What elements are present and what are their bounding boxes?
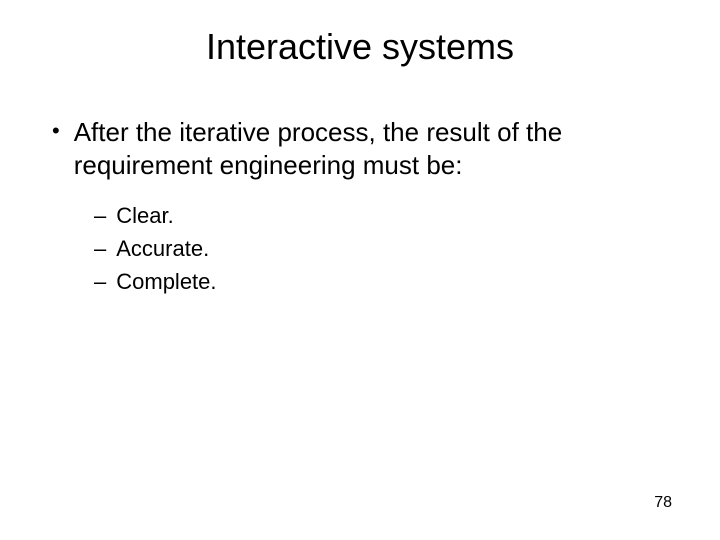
bullet-level2: – Accurate. (94, 232, 680, 265)
slide: Interactive systems • After the iterativ… (0, 0, 720, 540)
dash-marker-icon: – (94, 265, 106, 298)
bullet-marker-icon: • (52, 116, 60, 181)
bullet-level2-text: Accurate. (116, 232, 680, 265)
bullet-level1: • After the iterative process, the resul… (52, 116, 680, 181)
bullet-level2-text: Complete. (116, 265, 680, 298)
slide-title: Interactive systems (40, 26, 680, 68)
bullet-level1-text: After the iterative process, the result … (74, 116, 680, 181)
bullet-level2: – Complete. (94, 265, 680, 298)
page-number: 78 (654, 494, 672, 512)
bullet-level2-text: Clear. (116, 199, 680, 232)
dash-marker-icon: – (94, 232, 106, 265)
dash-marker-icon: – (94, 199, 106, 232)
bullet-level2: – Clear. (94, 199, 680, 232)
